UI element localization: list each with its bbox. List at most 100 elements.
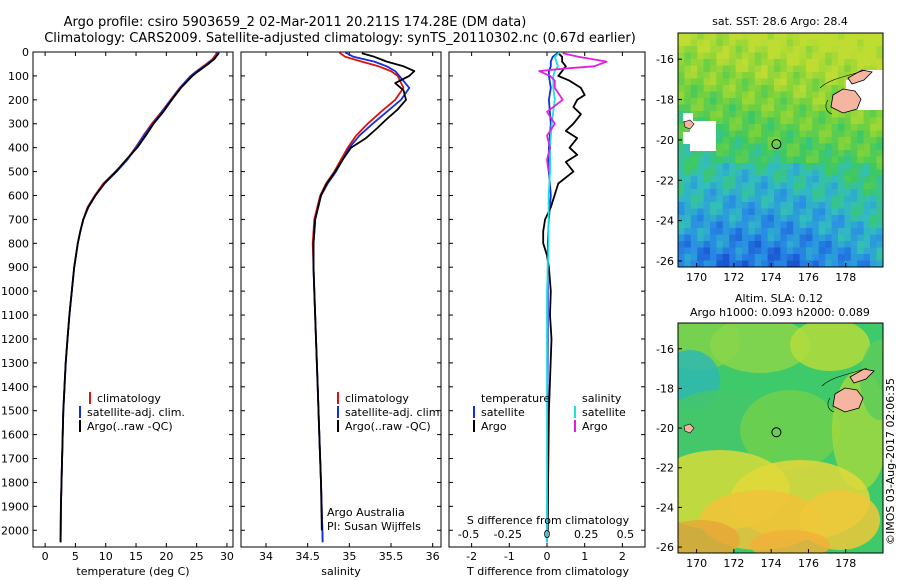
- sst-cell: [786, 111, 794, 118]
- sst-cell: [710, 85, 717, 92]
- sst-cell: [825, 195, 832, 203]
- sst-cell: [799, 72, 807, 79]
- sst-cell: [716, 156, 724, 164]
- sst-cell: [850, 247, 858, 255]
- sst-cell: [761, 195, 768, 203]
- sst-cell: [703, 247, 711, 255]
- sst-cell: [870, 65, 877, 73]
- lat-tick-label: -26: [656, 541, 674, 554]
- salinity-profiles: [311, 51, 416, 543]
- sst-cell: [857, 195, 864, 203]
- sst-cell: [799, 117, 807, 125]
- sst-cell: [818, 117, 826, 125]
- sst-cell: [882, 176, 883, 183]
- sst-cell: [729, 182, 736, 190]
- sst-cell: [761, 215, 768, 222]
- sst-cell: [799, 234, 807, 242]
- sst-cell: [735, 176, 743, 183]
- sst-cell: [850, 215, 858, 222]
- sst-cell: [716, 150, 724, 157]
- lon-tick-label: 178: [835, 557, 856, 570]
- sst-cell: [799, 104, 807, 112]
- sst-cell: [754, 215, 762, 222]
- sst-cell: [850, 228, 858, 235]
- sst-cell: [825, 85, 832, 92]
- sst-cell: [703, 52, 711, 60]
- sst-cell: [863, 163, 871, 170]
- sst-cell: [818, 221, 826, 229]
- sst-cell: [831, 221, 839, 229]
- sst-cell: [793, 143, 800, 151]
- sst-cell: [742, 111, 749, 118]
- sst-cell: [684, 59, 692, 66]
- sst-cell: [684, 156, 692, 164]
- sst-cell: [780, 143, 788, 151]
- sst-cell: [703, 234, 711, 242]
- series-t-argo: [542, 52, 586, 531]
- sst-cell: [703, 241, 711, 248]
- sst-cell: [735, 241, 743, 248]
- sst-cell: [857, 202, 864, 209]
- sst-cell: [863, 228, 871, 235]
- sst-cell: [793, 221, 800, 229]
- sst-cell: [850, 182, 858, 190]
- sst-cell: [729, 241, 736, 248]
- sst-cell: [831, 260, 839, 267]
- sla-lon-tick-labels: 170 172 174 176 178: [686, 549, 856, 570]
- sst-cell: [710, 65, 717, 73]
- sst-cell: [844, 215, 852, 222]
- island-vanua-levu: [849, 368, 875, 384]
- sst-cell: [831, 163, 839, 170]
- sst-cell: [735, 254, 743, 261]
- sst-cell: [812, 91, 820, 99]
- sst-cell: [690, 208, 698, 216]
- sst-cell: [863, 208, 871, 216]
- sst-cell: [876, 52, 883, 60]
- sst-cell: [761, 156, 768, 164]
- sst-cell: [729, 111, 736, 118]
- sst-cell: [742, 228, 749, 235]
- sst-cell: [812, 39, 820, 47]
- sst-cell: [870, 195, 877, 203]
- sst-cell: [735, 130, 743, 138]
- sst-cell: [748, 85, 756, 92]
- sst-cell: [825, 234, 832, 242]
- sst-cell: [684, 169, 692, 177]
- sst-cell: [812, 189, 820, 196]
- sst-cell: [838, 260, 845, 267]
- sst-cell: [831, 111, 839, 118]
- depth-tick-label: 300: [8, 118, 29, 131]
- sst-cell: [818, 241, 826, 248]
- sst-cell: [748, 137, 756, 144]
- lat-tick-label: -20: [656, 134, 674, 147]
- sst-cell: [793, 65, 800, 73]
- sst-cell: [870, 124, 877, 131]
- sst-cell: [774, 182, 781, 190]
- sst-cell: [690, 150, 698, 157]
- sst-cell: [767, 91, 775, 99]
- sst-cell: [786, 221, 794, 229]
- sst-cell: [742, 104, 749, 112]
- sst-cell: [697, 208, 704, 216]
- sst-cell: [850, 163, 858, 170]
- depth-tick-label: 1900: [1, 500, 29, 513]
- sst-cell: [857, 241, 864, 248]
- sst-cell: [838, 150, 845, 157]
- sst-cell: [786, 215, 794, 222]
- sst-cell: [806, 189, 813, 196]
- sst-cell: [761, 241, 768, 248]
- sst-cell: [799, 33, 807, 40]
- sst-cell: [722, 156, 730, 164]
- sst-cell: [735, 52, 743, 60]
- sst-lat-tick-labels: -16 -18 -20 -22 -24 -26: [656, 53, 682, 268]
- sst-cell: [844, 156, 852, 164]
- sst-cell: [850, 189, 858, 196]
- depth-tick-label: 1600: [1, 429, 29, 442]
- sst-cell: [786, 150, 794, 157]
- sst-cell: [703, 254, 711, 261]
- sst-cell: [735, 189, 743, 196]
- sst-cell: [857, 234, 864, 242]
- sst-cell: [684, 72, 692, 79]
- sst-cell: [876, 221, 883, 229]
- sst-cell: [786, 72, 794, 79]
